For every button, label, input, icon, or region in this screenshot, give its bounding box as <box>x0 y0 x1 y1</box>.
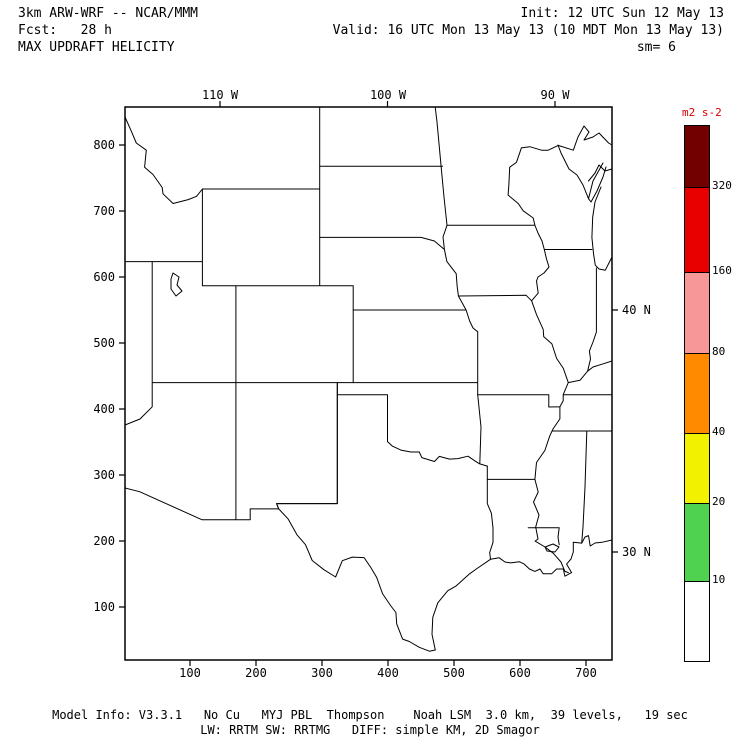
gulf-coast-shoreline <box>490 535 613 577</box>
plot-frame <box>124 106 613 661</box>
colorbar-level-label: 40 <box>712 425 726 438</box>
colorbar-level-label: 80 <box>712 345 726 358</box>
smoothing-label: sm= 6 <box>636 40 676 55</box>
colorbar-level-label: 20 <box>712 495 726 508</box>
left-axis-label: 400 <box>93 402 115 416</box>
left-axis-label: 700 <box>93 204 115 218</box>
great-lakes-shorelines <box>520 125 613 271</box>
colorbar-segment <box>685 126 709 187</box>
top-axis-label: 90 W <box>540 88 570 102</box>
left-axis-label: 600 <box>93 270 115 284</box>
western-states-borders <box>124 106 354 521</box>
bottom-axis-label: 300 <box>311 666 333 680</box>
model-info-line: Model Info: V3.3.1 No Cu MYJ PBL Thompso… <box>52 708 688 722</box>
model-title: 3km ARW-WRF -- NCAR/MMM <box>18 6 199 21</box>
left-axis-label: 100 <box>93 600 115 614</box>
header-right: Init: 12 UTC Sun 12 May 13 Valid: 16 UTC… <box>333 5 724 56</box>
valid-time: Valid: 16 UTC Mon 13 May 13 (10 MDT Mon … <box>332 23 724 38</box>
colorbar <box>684 125 710 662</box>
colorbar-segment <box>685 272 709 353</box>
left-axis-label: 200 <box>93 534 115 548</box>
left-axis-label: 500 <box>93 336 115 350</box>
plains-states-borders <box>319 106 488 467</box>
left-axis-label: 300 <box>93 468 115 482</box>
right-axis-label: 40 N <box>622 303 651 317</box>
bottom-axis-label: 200 <box>245 666 267 680</box>
left-axis-label: 800 <box>93 138 115 152</box>
great-salt-lake <box>170 272 183 297</box>
init-time: Init: 12 UTC Sun 12 May 13 <box>520 6 725 21</box>
colorbar-level-label: 320 <box>712 179 732 192</box>
bottom-axis-label: 500 <box>443 666 465 680</box>
physics-info-line: LW: RRTM SW: RRTMG DIFF: simple KM, 2D S… <box>200 723 540 737</box>
axis-tick-marks <box>119 101 618 666</box>
bottom-axis-label: 100 <box>179 666 201 680</box>
bottom-axis-label: 400 <box>377 666 399 680</box>
top-axis-label: 100 W <box>369 88 407 102</box>
colorbar-level-label: 10 <box>712 573 726 586</box>
lake-pontchartrain <box>544 543 560 553</box>
forecast-hour: Fcst: 28 h <box>18 23 112 38</box>
right-axis-label: 30 N <box>622 545 651 559</box>
footer: Model Info: V3.3.1 No Cu MYJ PBL Thompso… <box>0 708 740 738</box>
texas-outline <box>276 394 494 652</box>
colorbar-segment <box>685 503 709 581</box>
midwest-rivers-and-borders <box>446 147 613 574</box>
bottom-axis-label: 700 <box>575 666 597 680</box>
colorbar-segment <box>685 433 709 503</box>
colorbar-segment <box>685 187 709 272</box>
colorbar-segment <box>685 581 709 661</box>
header-left: 3km ARW-WRF -- NCAR/MMM Fcst: 28 h MAX U… <box>18 5 198 56</box>
top-axis-label: 110 W <box>201 88 239 102</box>
colorbar-level-label: 160 <box>712 264 732 277</box>
field-title: MAX UPDRAFT HELICITY <box>18 40 175 55</box>
plot-svg <box>119 101 618 666</box>
bottom-axis-label: 600 <box>509 666 531 680</box>
colorbar-units-label: m2 s-2 <box>682 106 722 119</box>
colorbar-segment <box>685 353 709 433</box>
